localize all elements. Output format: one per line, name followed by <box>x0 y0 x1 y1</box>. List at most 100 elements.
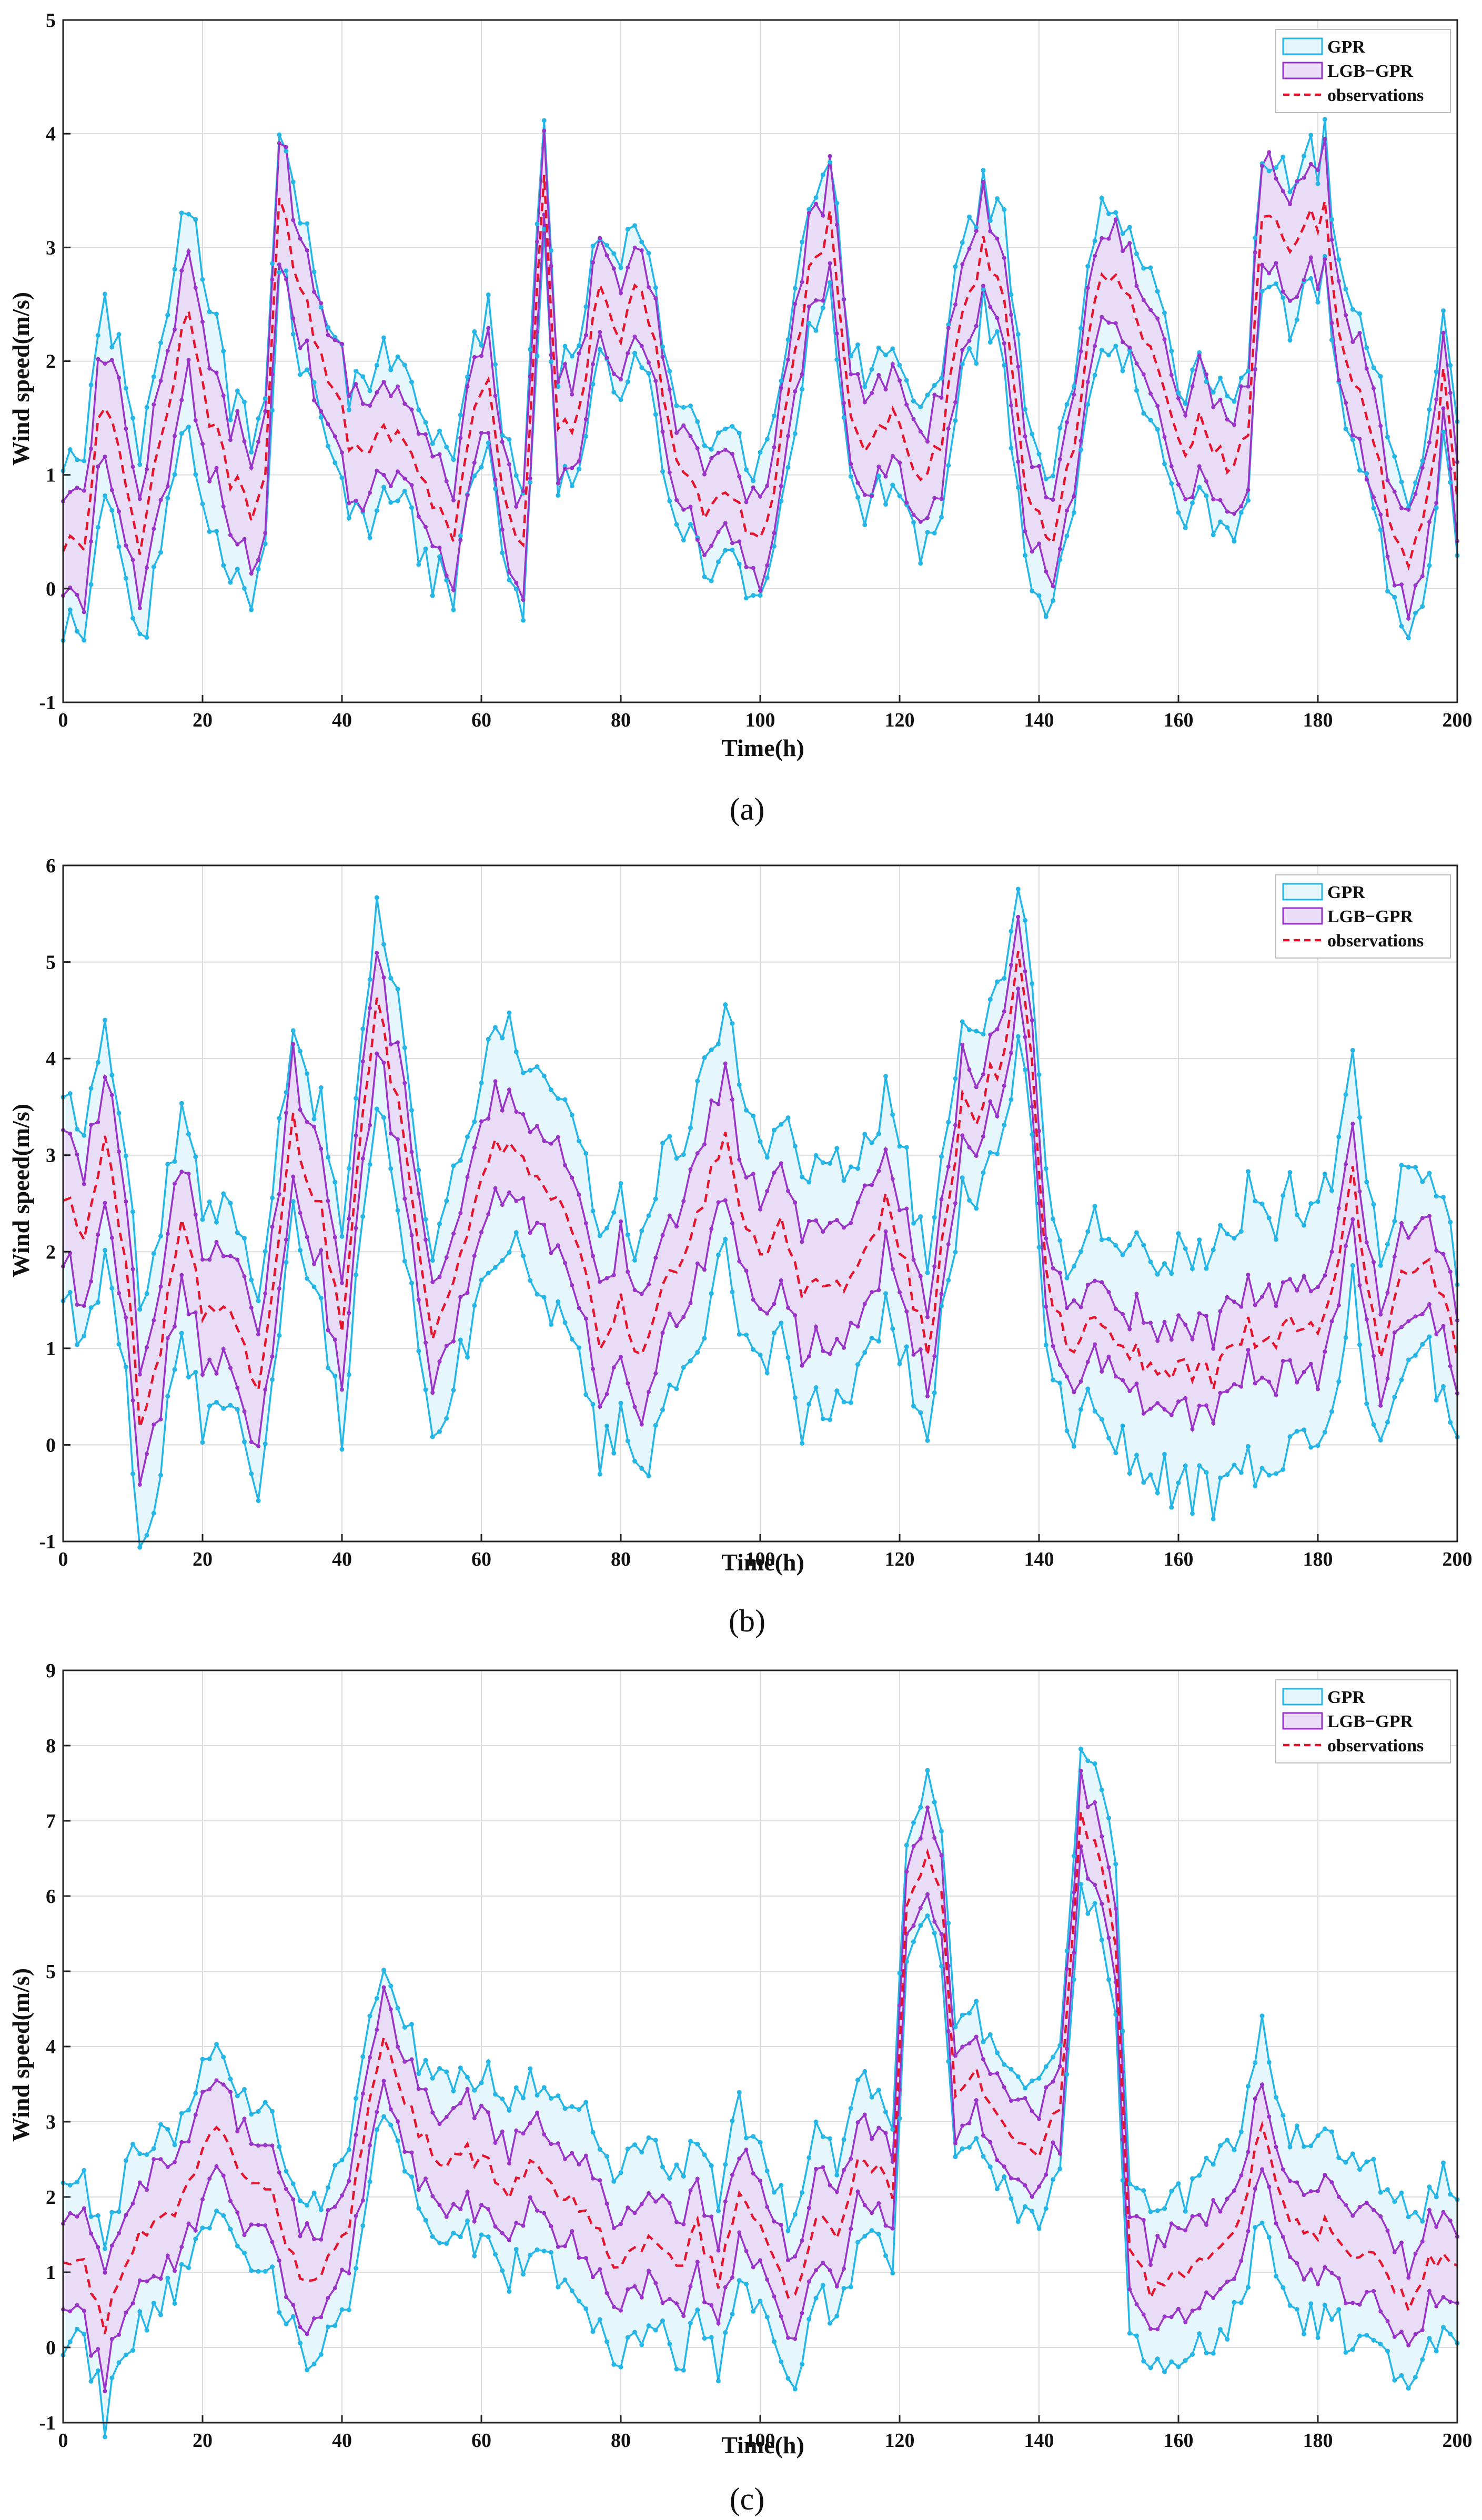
lgb-gpr-point <box>1399 1221 1404 1225</box>
gpr-point <box>200 277 205 282</box>
lgb-gpr-point <box>751 566 755 570</box>
gpr-point <box>1259 288 1265 294</box>
gpr-point <box>667 2175 672 2181</box>
gpr-point <box>172 472 177 477</box>
lgb-gpr-point <box>437 2122 442 2126</box>
gpr-point <box>374 2127 379 2132</box>
gpr-point <box>109 508 115 513</box>
gpr-point <box>1134 388 1139 393</box>
gpr-point <box>151 374 156 379</box>
lgb-gpr-point <box>221 2173 226 2178</box>
lgb-gpr-point <box>354 2133 358 2138</box>
lgb-gpr-point <box>1413 583 1418 588</box>
lgb-gpr-point <box>1288 2255 1292 2260</box>
lgb-gpr-point <box>925 516 930 520</box>
gpr-point <box>270 2109 275 2114</box>
gpr-point <box>1023 2204 1027 2209</box>
lgb-gpr-point <box>828 1221 832 1225</box>
lgb-gpr-point <box>1406 616 1411 621</box>
lgb-gpr-point <box>800 280 804 285</box>
gpr-point <box>1232 1463 1237 1468</box>
gpr-point <box>298 2341 303 2346</box>
lgb-gpr-point <box>96 464 100 469</box>
lgb-gpr-point <box>402 476 407 481</box>
gpr-point <box>318 1295 324 1301</box>
gpr-point <box>535 1064 540 1069</box>
lgb-gpr-point <box>409 2057 414 2062</box>
lgb-gpr-point <box>486 326 491 330</box>
gpr-point <box>1441 308 1446 313</box>
lgb-gpr-point <box>1253 1303 1257 1307</box>
gpr-point <box>1371 1422 1376 1427</box>
lgb-gpr-point <box>730 1221 734 1226</box>
gpr-point <box>855 1166 860 1171</box>
lgb-gpr-point <box>284 1111 288 1115</box>
gpr-point <box>562 344 568 349</box>
observations-line <box>63 1811 1458 2334</box>
gpr-point <box>1238 2300 1244 2305</box>
gpr-point <box>402 2169 407 2174</box>
lgb-gpr-point <box>1009 1051 1013 1055</box>
lgb-gpr-point <box>1427 1214 1431 1218</box>
lgb-gpr-point <box>1232 422 1236 427</box>
gpr-point <box>1057 425 1063 430</box>
lgb-gpr-point <box>1051 1344 1055 1348</box>
gpr-point <box>618 1181 623 1186</box>
gpr-point <box>1051 473 1055 479</box>
gpr-point <box>1120 1423 1125 1428</box>
lgb-gpr-point <box>870 1183 874 1187</box>
lgb-gpr-point <box>709 2303 714 2307</box>
gpr-point <box>416 1348 421 1354</box>
gpr-point <box>1274 165 1278 170</box>
lgb-gpr-point <box>221 2082 226 2087</box>
gpr-point <box>569 2104 574 2109</box>
x-tick-label: 160 <box>1164 2430 1194 2452</box>
lgb-gpr-point <box>1253 367 1257 372</box>
lgb-gpr-point <box>681 423 686 428</box>
gpr-point <box>569 2288 574 2293</box>
lgb-gpr-point <box>256 1332 260 1337</box>
lgb-gpr-point <box>1364 1317 1369 1322</box>
gpr-point <box>1078 447 1083 452</box>
gpr-point <box>1204 379 1209 385</box>
gpr-point <box>1148 1472 1153 1477</box>
lgb-gpr-point <box>611 2225 616 2230</box>
gpr-point <box>1357 1342 1362 1347</box>
gpr-point <box>332 1180 338 1185</box>
lgb-gpr-point <box>256 558 260 562</box>
lgb-gpr-point <box>1281 189 1285 194</box>
lgb-gpr-point <box>730 2275 734 2280</box>
lgb-gpr-point <box>381 975 386 980</box>
lgb-gpr-point <box>842 1225 846 1230</box>
gpr-point <box>611 2179 617 2184</box>
gpr-point <box>249 607 254 612</box>
lgb-gpr-point <box>1336 279 1341 284</box>
gpr-point <box>1141 411 1146 416</box>
lgb-gpr-point <box>430 2194 435 2199</box>
lgb-gpr-point <box>702 1142 707 1147</box>
lgb-gpr-point <box>291 2303 296 2307</box>
lgb-gpr-point <box>974 2034 979 2039</box>
lgb-gpr-point <box>193 2113 198 2118</box>
gpr-point <box>1399 1163 1404 1168</box>
gpr-point <box>346 1166 351 1171</box>
gpr-point <box>556 493 561 498</box>
gpr-point <box>1002 2174 1007 2179</box>
lgb-gpr-point <box>1364 1240 1369 1245</box>
lgb-gpr-point <box>1448 2218 1453 2223</box>
lgb-gpr-point <box>75 592 79 597</box>
gpr-point <box>848 1400 853 1405</box>
gpr-point <box>1259 2013 1265 2019</box>
lgb-gpr-point <box>186 2139 191 2144</box>
lgb-gpr-point <box>1406 2275 1411 2280</box>
lgb-gpr-point <box>284 2295 288 2300</box>
gpr-point <box>1162 2206 1167 2211</box>
gpr-point <box>1343 426 1348 431</box>
gpr-point <box>214 311 219 317</box>
gpr-point <box>744 2282 749 2287</box>
lgb-gpr-point <box>1002 256 1006 260</box>
lgb-gpr-point <box>1420 466 1425 470</box>
gpr-point <box>960 2012 965 2018</box>
lgb-gpr-point <box>772 445 777 450</box>
